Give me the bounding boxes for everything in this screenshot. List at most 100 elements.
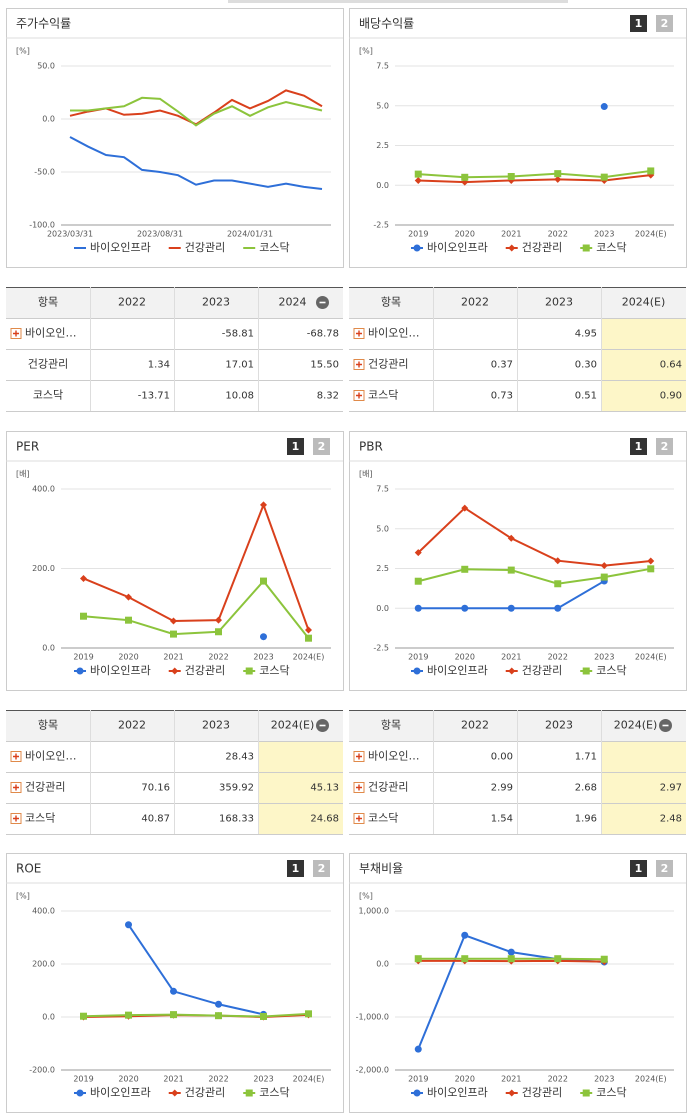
data-point	[414, 549, 422, 557]
expand-icon-plus	[356, 392, 362, 399]
y-tick-label: 200.0	[32, 960, 55, 969]
tab-button[interactable]	[287, 860, 304, 877]
tab-button[interactable]	[656, 860, 673, 877]
legend-marker	[171, 1089, 179, 1097]
y-tick-label: -100.0	[29, 221, 55, 230]
tab-button[interactable]	[656, 438, 673, 455]
legend-label: 코스닥	[596, 664, 626, 677]
tab-button[interactable]	[287, 438, 304, 455]
table-cell: 2.68	[575, 783, 597, 794]
legend-marker	[76, 1089, 84, 1097]
data-point	[125, 593, 132, 601]
x-tick-label: 2023	[594, 653, 614, 662]
table-cell: 28.43	[225, 752, 254, 763]
table-cell: 168.33	[219, 814, 254, 825]
data-point	[170, 987, 177, 995]
table-header-cell: 2022	[118, 296, 146, 309]
tab-label[interactable]: 2	[661, 862, 669, 875]
expand-icon-plus	[13, 330, 19, 337]
chart-title: 부채비율	[359, 862, 403, 876]
y-unit-label: [배]	[359, 470, 373, 479]
x-tick-label: 2021	[163, 653, 183, 662]
x-tick-label: 2023/03/31	[47, 230, 93, 239]
highlight-column	[601, 318, 686, 411]
y-tick-label: 5.0	[376, 524, 389, 533]
data-point	[170, 1011, 177, 1019]
chart-title: 배당수익률	[359, 17, 414, 31]
x-tick-label: 2019	[73, 653, 93, 662]
table-cell: 0.37	[491, 360, 513, 371]
data-point	[305, 634, 312, 642]
legend-label: 건강관리	[185, 1086, 225, 1099]
tab-button[interactable]	[630, 438, 647, 455]
table-cell: 2.97	[660, 783, 682, 794]
data-point	[647, 167, 655, 175]
tab-label[interactable]: 1	[292, 440, 300, 453]
tab-button[interactable]	[630, 15, 647, 32]
table-cell: 359.92	[219, 783, 254, 794]
data-point	[215, 616, 222, 624]
data-point	[170, 617, 177, 625]
data-point	[80, 612, 87, 620]
data-point	[554, 604, 562, 612]
x-tick-label: 2019	[408, 1075, 428, 1084]
table-header-cell: 2022	[461, 296, 489, 309]
table-header-cell: 항목	[381, 296, 401, 309]
x-tick-label: 2023	[594, 1075, 614, 1084]
tab-label[interactable]: 2	[318, 862, 326, 875]
tab-label[interactable]: 1	[635, 17, 643, 30]
tab-label[interactable]: 2	[661, 17, 669, 30]
legend-marker	[508, 667, 516, 675]
row-label: 바이오인…	[368, 327, 419, 340]
y-tick-label: 1,000.0	[358, 907, 389, 916]
table-cell: 24.68	[310, 814, 339, 825]
row-label: 건강관리	[368, 781, 408, 794]
legend-marker	[413, 1089, 421, 1097]
table-cell: 0.64	[660, 360, 682, 371]
data-point	[507, 566, 515, 574]
legend-label: 코스닥	[259, 664, 289, 677]
data-point	[647, 557, 655, 565]
chart-title: 주가수익률	[16, 17, 71, 31]
row-label: 바이오인…	[25, 750, 76, 763]
tab-button[interactable]	[630, 860, 647, 877]
data-point	[554, 170, 562, 178]
tab-button[interactable]	[313, 860, 330, 877]
x-tick-label: 2019	[73, 1075, 93, 1084]
legend-label: 바이오인프라	[90, 664, 151, 677]
row-label: 건강관리	[25, 781, 65, 794]
tab-label[interactable]: 1	[635, 862, 643, 875]
x-tick-label: 2022	[208, 1075, 228, 1084]
tab-label[interactable]: 1	[292, 862, 300, 875]
tab-label[interactable]: 1	[635, 440, 643, 453]
tab-label[interactable]: 2	[318, 440, 326, 453]
legend-label: 바이오인프라	[90, 1086, 151, 1099]
data-point	[461, 955, 469, 963]
chart-title: PBR	[359, 440, 383, 454]
chart-title: ROE	[16, 862, 41, 876]
data-point	[414, 955, 422, 963]
table-cell: 0.51	[575, 391, 597, 402]
y-tick-label: -2.5	[373, 644, 389, 653]
table-cell: 1.34	[148, 360, 170, 371]
data-point	[170, 630, 177, 638]
data-point	[414, 604, 422, 612]
table-cell: -13.71	[138, 391, 170, 402]
row-label: 건강관리	[368, 358, 408, 371]
series-line	[418, 169, 651, 179]
tab-button[interactable]	[313, 438, 330, 455]
tab-button[interactable]	[656, 15, 673, 32]
data-point	[125, 1011, 132, 1019]
table-header-cell: 항목	[381, 719, 401, 732]
legend-marker	[582, 1089, 590, 1097]
row-label: 코스닥	[25, 812, 55, 825]
legend-label: 바이오인프라	[427, 1086, 488, 1099]
x-tick-label: 2020	[455, 653, 475, 662]
data-point	[600, 103, 608, 111]
table-header-cell: 2022	[461, 719, 489, 732]
tab-label[interactable]: 2	[661, 440, 669, 453]
y-tick-label: 0.0	[376, 960, 389, 969]
row-label: 바이오인…	[368, 750, 419, 763]
row-label: 코스닥	[33, 389, 63, 402]
x-tick-label: 2021	[501, 230, 521, 239]
